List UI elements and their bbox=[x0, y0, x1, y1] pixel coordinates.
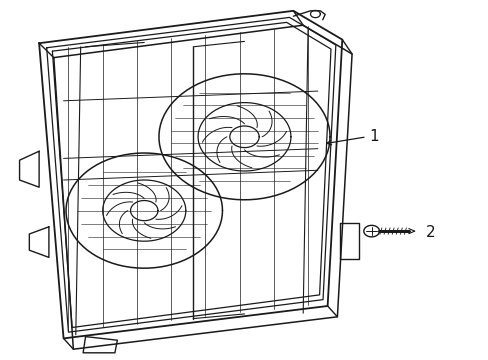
Text: 2: 2 bbox=[425, 225, 434, 240]
Text: 1: 1 bbox=[368, 129, 378, 144]
